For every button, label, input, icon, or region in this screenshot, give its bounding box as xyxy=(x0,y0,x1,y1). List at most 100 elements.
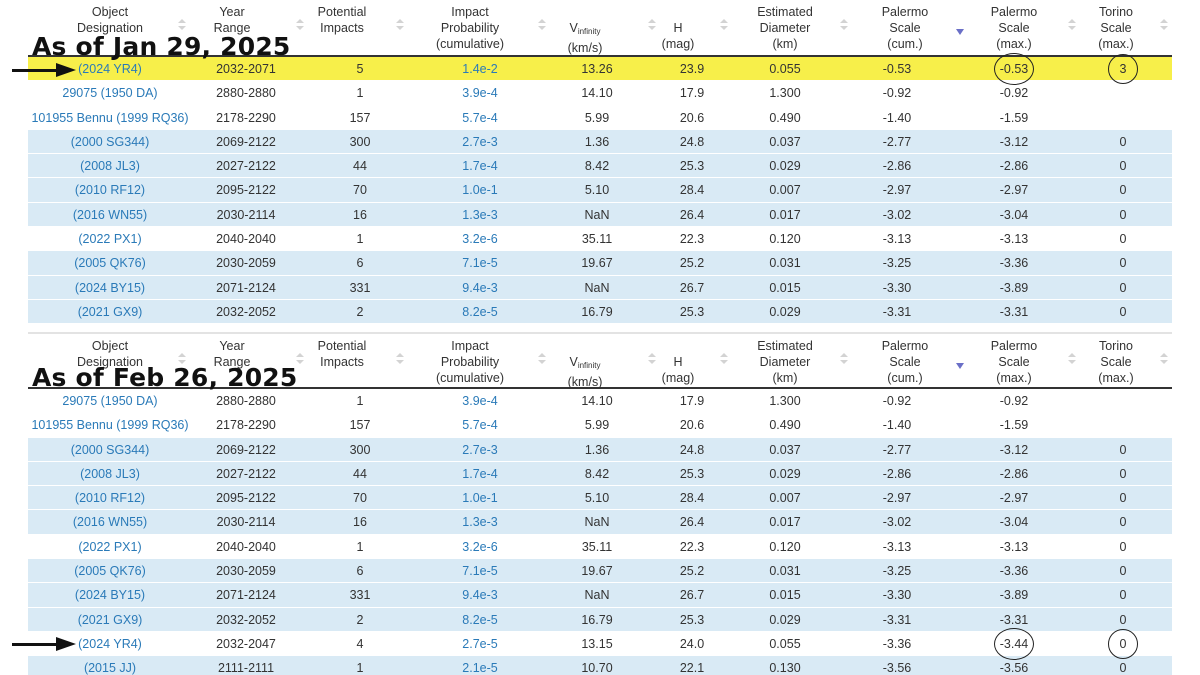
col-palermo-cum[interactable]: Palermo Scale (cum.) xyxy=(848,338,962,386)
object-link[interactable]: (2024 YR4) xyxy=(78,62,142,76)
impact-probability-link[interactable]: 3.2e-6 xyxy=(462,232,498,247)
impact-probability-link[interactable]: 1.0e-1 xyxy=(462,491,498,506)
col-label-subscript: infinity xyxy=(577,27,601,36)
impact-probability-link[interactable]: 1.3e-3 xyxy=(462,515,498,530)
object-link[interactable]: (2010 RF12) xyxy=(74,491,146,506)
object-link[interactable]: (2005 QK76) xyxy=(74,256,146,271)
impact-probability-link[interactable]: 1.4e-2 xyxy=(462,62,498,76)
sort-icon[interactable] xyxy=(648,352,656,366)
impact-probability-link[interactable]: 1.7e-4 xyxy=(462,466,498,481)
table-row: (2005 QK76) 2030-2059 6 7.1e-5 19.67 25.2 0.03… xyxy=(28,559,1172,584)
object-link[interactable]: 29075 (1950 DA) xyxy=(62,86,158,101)
col-palermo-max[interactable]: Palermo Scale (max.) xyxy=(958,338,1070,386)
object-link[interactable]: (2022 PX1) xyxy=(78,232,142,247)
object-link[interactable]: (2000 SG344) xyxy=(70,134,150,149)
impact-probability-link[interactable]: 1.7e-4 xyxy=(462,159,498,174)
col-potential-impacts[interactable]: Potential Impacts xyxy=(280,4,404,36)
object-link[interactable]: (2008 JL3) xyxy=(80,466,140,481)
impact-probability-link[interactable]: 8.2e-5 xyxy=(462,304,498,319)
object-link[interactable]: (2021 GX9) xyxy=(77,612,143,627)
impact-probability-link[interactable]: 3.2e-6 xyxy=(462,539,498,554)
col-estimated-diameter[interactable]: Estimated Diameter (km) xyxy=(730,338,840,386)
object-link[interactable]: (2024 BY15) xyxy=(74,588,146,603)
object-link[interactable]: (2016 WN55) xyxy=(72,515,148,530)
col-palermo-max[interactable]: Palermo Scale (max.) xyxy=(958,4,1070,52)
object-link[interactable]: (2005 QK76) xyxy=(74,564,146,579)
sort-icon[interactable] xyxy=(840,352,848,366)
object-link[interactable]: (2024 BY15) xyxy=(74,280,146,295)
h-mag: 25.2 xyxy=(679,256,705,271)
h-mag: 25.3 xyxy=(679,304,705,319)
impact-probability-link[interactable]: 2.7e-5 xyxy=(462,636,498,651)
torino-max xyxy=(1074,389,1172,413)
col-h-mag[interactable]: H (mag) xyxy=(640,4,716,52)
object-link[interactable]: (2000 SG344) xyxy=(70,442,150,457)
sort-icon[interactable] xyxy=(1068,352,1076,366)
impact-probability-link[interactable]: 1.3e-3 xyxy=(462,207,498,222)
col-impact-probability[interactable]: Impact Probability (cumulative) xyxy=(408,338,532,386)
sort-icon[interactable] xyxy=(720,18,728,32)
sort-icon[interactable] xyxy=(1160,18,1168,32)
col-torino-max[interactable]: Torino Scale (max.) xyxy=(1068,4,1164,52)
object-link[interactable]: (2022 PX1) xyxy=(78,539,142,554)
table-header: Object Designation Year Range Potential Impac… xyxy=(28,332,1172,389)
col-year-range[interactable]: Year Range xyxy=(178,4,286,36)
impact-probability-link[interactable]: 7.1e-5 xyxy=(462,256,498,271)
object-link[interactable]: 101955 Bennu (1999 RQ36) xyxy=(31,110,189,125)
sort-descending-icon[interactable] xyxy=(956,29,964,35)
col-v-infinity[interactable]: Vinfinity (km/s) xyxy=(528,4,642,56)
sort-icon[interactable] xyxy=(648,18,656,32)
impact-probability-link[interactable]: 1.0e-1 xyxy=(462,183,498,198)
estimated-diameter: 0.017 xyxy=(769,515,801,530)
col-v-infinity[interactable]: Vinfinity (km/s) xyxy=(528,338,642,390)
impact-probability-link[interactable]: 9.4e-3 xyxy=(462,280,498,295)
sort-icon[interactable] xyxy=(396,352,404,366)
col-label: Probability xyxy=(440,355,500,369)
impact-probability-link[interactable]: 9.4e-3 xyxy=(462,588,498,603)
sort-icon[interactable] xyxy=(296,352,304,366)
table-row: (2010 RF12) 2095-2122 70 1.0e-1 5.10 28.4 0.00… xyxy=(28,178,1172,203)
sort-icon[interactable] xyxy=(840,18,848,32)
col-palermo-cum[interactable]: Palermo Scale (cum.) xyxy=(848,4,962,52)
object-link[interactable]: (2021 GX9) xyxy=(77,304,143,319)
sort-icon[interactable] xyxy=(538,352,546,366)
col-year-range[interactable]: Year Range xyxy=(178,338,286,370)
impact-probability-link[interactable]: 8.2e-5 xyxy=(462,612,498,627)
sort-icon[interactable] xyxy=(538,18,546,32)
impact-probability-link[interactable]: 2.1e-5 xyxy=(462,661,498,675)
year-range: 2071-2124 xyxy=(216,280,276,295)
sort-icon[interactable] xyxy=(296,18,304,32)
object-link[interactable]: (2008 JL3) xyxy=(80,159,140,174)
table-row: (2008 JL3) 2027-2122 44 1.7e-4 8.42 25.3 0.029… xyxy=(28,461,1172,487)
sort-icon[interactable] xyxy=(1068,18,1076,32)
impact-probability-link[interactable]: 3.9e-4 xyxy=(462,86,498,101)
col-estimated-diameter[interactable]: Estimated Diameter (km) xyxy=(730,4,840,52)
object-link[interactable]: (2016 WN55) xyxy=(72,207,148,222)
sort-icon[interactable] xyxy=(1160,352,1168,366)
object-link[interactable]: 101955 Bennu (1999 RQ36) xyxy=(31,418,189,433)
object-link[interactable]: (2024 YR4) xyxy=(78,636,142,651)
sort-icon[interactable] xyxy=(720,352,728,366)
col-potential-impacts[interactable]: Potential Impacts xyxy=(280,338,404,370)
col-torino-max[interactable]: Torino Scale (max.) xyxy=(1068,338,1164,386)
sort-icon[interactable] xyxy=(178,352,186,366)
sort-icon[interactable] xyxy=(396,18,404,32)
object-link[interactable]: (2010 RF12) xyxy=(74,183,146,198)
col-h-mag[interactable]: H (mag) xyxy=(640,338,716,386)
sort-descending-icon[interactable] xyxy=(956,363,964,369)
right-arrow-icon xyxy=(12,637,76,651)
object-link[interactable]: (2015 JJ) xyxy=(83,661,137,675)
col-impact-probability[interactable]: Impact Probability (cumulative) xyxy=(408,4,532,52)
impact-probability-link[interactable]: 3.9e-4 xyxy=(462,394,498,408)
impact-probability-link[interactable]: 2.7e-3 xyxy=(462,442,498,457)
col-object-designation[interactable]: Object Designation xyxy=(28,338,192,370)
col-object-designation[interactable]: Object Designation xyxy=(28,4,192,36)
object-link[interactable]: 29075 (1950 DA) xyxy=(62,394,158,408)
impact-probability-link[interactable]: 7.1e-5 xyxy=(462,564,498,579)
impact-probability-link[interactable]: 5.7e-4 xyxy=(462,418,498,433)
sort-icon[interactable] xyxy=(178,18,186,32)
h-mag: 26.7 xyxy=(679,280,705,295)
impact-probability-link[interactable]: 5.7e-4 xyxy=(462,110,498,125)
year-range: 2095-2122 xyxy=(216,183,276,198)
impact-probability-link[interactable]: 2.7e-3 xyxy=(462,134,498,149)
